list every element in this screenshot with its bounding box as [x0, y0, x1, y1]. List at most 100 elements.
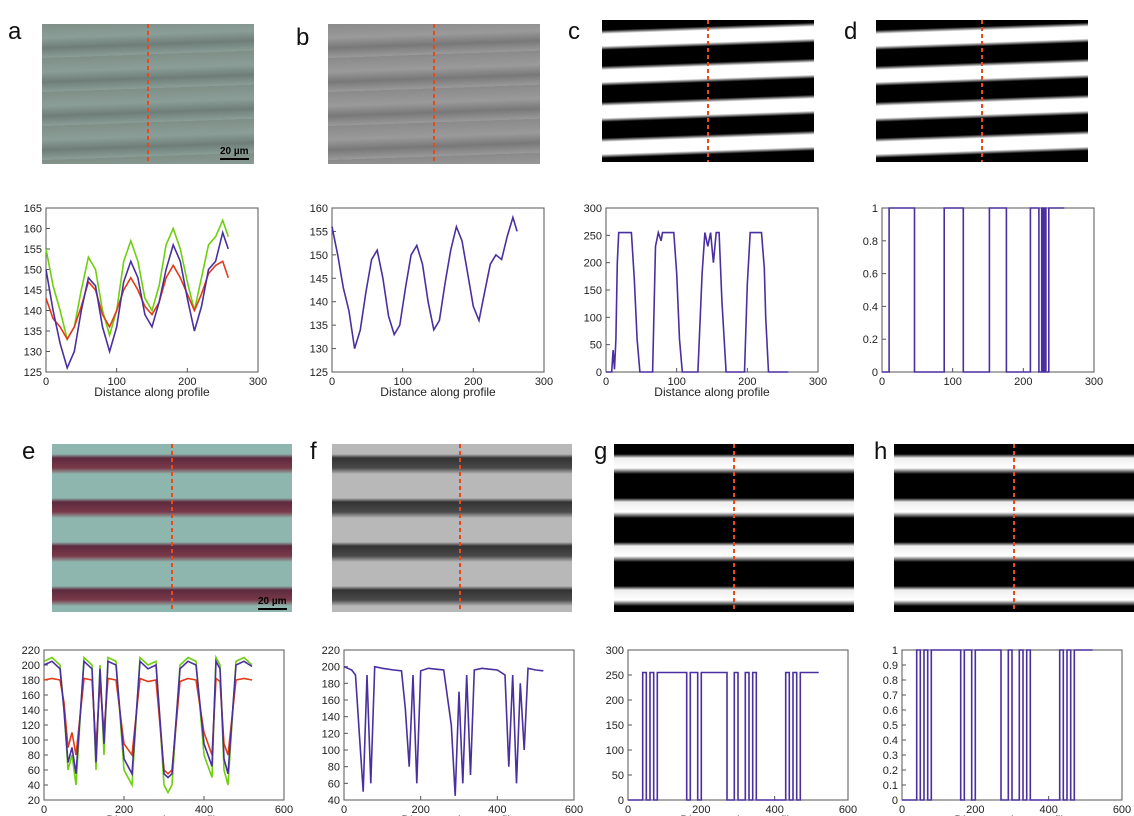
- x-tick-label-h-2: 400: [1039, 804, 1057, 816]
- y-tick-label-e-4: 100: [22, 735, 40, 747]
- scale-bar-bottom-line: [258, 608, 287, 610]
- series-line-b-blue: [331, 214, 518, 349]
- x-tick-label-g-1: 200: [692, 804, 710, 816]
- x-tick-label-c-1: 100: [667, 376, 685, 388]
- x-tick-label-a-3: 300: [249, 376, 267, 388]
- y-tick-label-a-4: 145: [24, 285, 42, 297]
- x-tick-label-d-3: 300: [1085, 376, 1103, 388]
- y-tick-label-e-9: 200: [22, 660, 40, 672]
- y-tick-label-c-5: 250: [584, 230, 602, 242]
- y-tick-label-f-6: 160: [322, 695, 340, 707]
- panel-letter-f: f: [310, 438, 317, 465]
- x-tick-label-e-0: 0: [41, 804, 47, 816]
- panel-letter-e: e: [22, 438, 36, 465]
- y-tick-label-a-3: 140: [24, 306, 42, 318]
- y-tick-label-a-7: 160: [24, 224, 42, 236]
- y-tick-label-f-4: 120: [322, 728, 340, 740]
- micrograph-f-gray: [332, 444, 572, 612]
- y-tick-label-b-7: 160: [310, 203, 328, 215]
- y-tick-label-h-5: 0.5: [883, 720, 898, 732]
- x-tick-label-h-0: 0: [899, 804, 905, 816]
- x-tick-label-h-3: 600: [1113, 804, 1131, 816]
- y-tick-label-g-3: 150: [606, 720, 624, 732]
- y-tick-label-e-0: 20: [28, 795, 40, 807]
- series-line-c-blue: [606, 229, 789, 373]
- panel-letter-a: a: [8, 18, 22, 45]
- x-axis-label-f: Distance along profile: [401, 813, 517, 816]
- y-tick-label-e-6: 140: [22, 705, 40, 717]
- y-tick-label-e-7: 160: [22, 690, 40, 702]
- x-tick-label-g-3: 600: [839, 804, 857, 816]
- plot-a: 0 100 200 300 125 130 135 140 145 150 155 160 165 Dis…: [24, 203, 268, 399]
- scale-bar-bottom-label: 20 µm: [258, 596, 287, 607]
- y-tick-label-a-2: 135: [24, 326, 42, 338]
- x-tick-label-h-1: 200: [966, 804, 984, 816]
- x-tick-label-e-1: 200: [115, 804, 133, 816]
- y-tick-label-f-5: 140: [322, 712, 340, 724]
- y-tick-label-a-5: 150: [24, 265, 42, 277]
- y-tick-label-c-2: 100: [584, 312, 602, 324]
- y-tick-label-e-3: 80: [28, 750, 40, 762]
- x-tick-label-g-2: 400: [765, 804, 783, 816]
- x-tick-label-c-2: 200: [738, 376, 756, 388]
- y-tick-label-h-9: 0.9: [883, 660, 898, 672]
- y-tick-label-b-4: 145: [310, 273, 328, 285]
- y-tick-label-f-2: 80: [328, 762, 340, 774]
- y-tick-label-c-3: 150: [584, 285, 602, 297]
- scale-bar-top-label: 20 µm: [220, 146, 249, 157]
- y-tick-label-a-1: 130: [24, 347, 42, 359]
- y-tick-label-c-1: 50: [590, 340, 602, 352]
- x-axis-label-a: Distance along profile: [94, 385, 210, 399]
- y-tick-label-h-10: 1: [892, 645, 898, 657]
- series-line-a-green: [45, 218, 230, 342]
- x-tick-label-f-1: 200: [411, 804, 429, 816]
- plot-frame-f: [343, 649, 575, 801]
- x-tick-label-d-2: 200: [1014, 376, 1032, 388]
- y-tick-label-c-0: 0: [596, 367, 602, 379]
- y-tick-label-a-0: 125: [24, 367, 42, 379]
- plot-frame-d: [881, 207, 1095, 373]
- y-tick-label-g-2: 100: [606, 745, 624, 757]
- y-tick-label-h-6: 0.6: [883, 705, 898, 717]
- panel-letter-b: b: [296, 24, 310, 51]
- x-axis-label-g: Distance along profile: [680, 813, 796, 816]
- y-tick-label-d-5: 1: [872, 203, 878, 215]
- plot-h: 020040060000.10.20.30.40.50.60.70.80.91D…: [883, 645, 1131, 816]
- y-tick-label-d-3: 0.6: [863, 269, 878, 281]
- plot-c: 0 100 200 300 0 50 100 150 200 250 300 Distance alo…: [584, 203, 828, 399]
- x-tick-label-f-0: 0: [341, 804, 347, 816]
- x-tick-label-b-1: 100: [393, 376, 411, 388]
- plot-g: 0 200 400 600 0 50 100 150 200 250 300 Distance alo…: [606, 645, 858, 816]
- series-line-h-blue: [902, 649, 1093, 801]
- x-tick-label-e-2: 400: [195, 804, 213, 816]
- x-tick-label-b-3: 300: [535, 376, 553, 388]
- panel-letter-g: g: [594, 438, 608, 465]
- y-tick-label-b-0: 125: [310, 367, 328, 379]
- y-tick-label-f-8: 200: [322, 662, 340, 674]
- plot-e: 0 200 400 600 20 40 60 80 100 120 140 160 180 200 220 D…: [22, 645, 294, 816]
- x-tick-label-d-0: 0: [879, 376, 885, 388]
- x-axis-label-e: Distance along profile: [106, 813, 222, 816]
- y-tick-label-a-6: 155: [24, 244, 42, 256]
- y-tick-label-h-1: 0.1: [883, 780, 898, 792]
- y-tick-label-c-6: 300: [584, 203, 602, 215]
- y-tick-label-b-3: 140: [310, 297, 328, 309]
- y-tick-label-d-1: 0.2: [863, 334, 878, 346]
- panel-letter-d: d: [844, 18, 858, 45]
- x-tick-label-b-2: 200: [464, 376, 482, 388]
- series-line-g-blue: [628, 671, 819, 801]
- y-tick-label-g-0: 0: [618, 795, 624, 807]
- series-line-e-red: [43, 676, 253, 775]
- y-tick-label-h-3: 0.3: [883, 750, 898, 762]
- scale-bar-top-line: [220, 158, 249, 160]
- y-tick-label-h-7: 0.7: [883, 690, 898, 702]
- y-tick-label-c-4: 200: [584, 258, 602, 270]
- plot-frame-b: [331, 207, 545, 373]
- y-tick-label-f-9: 220: [322, 645, 340, 657]
- x-axis-label-c: Distance along profile: [654, 385, 770, 399]
- y-tick-label-d-0: 0: [872, 367, 878, 379]
- y-tick-label-g-5: 250: [606, 670, 624, 682]
- y-tick-label-h-8: 0.8: [883, 675, 898, 687]
- x-axis-label-b: Distance along profile: [380, 385, 496, 399]
